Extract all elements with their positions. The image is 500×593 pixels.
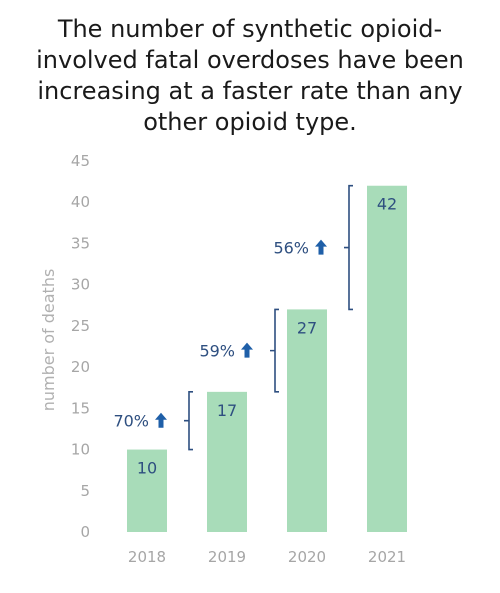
growth-percent-label: 70% <box>113 412 149 431</box>
data-label: 17 <box>217 401 237 420</box>
x-tick-label: 2020 <box>288 548 326 566</box>
data-label: 27 <box>297 318 317 337</box>
x-tick-label: 2018 <box>128 548 166 566</box>
bar <box>127 449 167 532</box>
y-tick-label: 0 <box>80 523 90 541</box>
y-tick-label: 25 <box>71 317 90 335</box>
y-tick-label: 45 <box>71 152 90 170</box>
bracket <box>270 308 279 393</box>
bar <box>287 309 327 532</box>
arrow-up-icon <box>155 412 167 428</box>
y-tick-label: 5 <box>80 482 90 500</box>
arrow-up-icon <box>241 342 253 358</box>
growth-annotation: 70% <box>113 391 193 451</box>
bars <box>127 185 407 532</box>
chart-title: The number of synthetic opioid- involved… <box>0 14 500 138</box>
data-labels: 10 17 27 42 <box>137 195 397 478</box>
y-tick-label: 30 <box>71 276 90 294</box>
y-tick-label: 15 <box>71 399 90 417</box>
growth-percent-label: 56% <box>273 239 309 258</box>
x-axis-ticks: 2018 2019 2020 2021 <box>128 548 406 566</box>
title-line: involved fatal overdoses have been <box>36 46 464 74</box>
growth-annotations: 70% 59% 56% <box>113 184 353 451</box>
y-tick-label: 20 <box>71 358 90 376</box>
y-axis-ticks: 0 5 10 15 20 25 30 35 40 45 <box>71 152 90 541</box>
title-line: The number of synthetic opioid- <box>57 15 443 43</box>
bracket <box>344 184 353 311</box>
bracket <box>184 391 193 451</box>
y-tick-label: 10 <box>71 441 90 459</box>
data-label: 10 <box>137 459 157 478</box>
y-tick-label: 35 <box>71 234 90 252</box>
arrow-up-icon <box>315 239 327 255</box>
data-label: 42 <box>377 195 397 214</box>
y-axis-label: number of deaths <box>39 269 58 412</box>
bar <box>367 185 407 532</box>
x-tick-label: 2019 <box>208 548 246 566</box>
title-line: other opioid type. <box>143 108 357 136</box>
title-line: increasing at a faster rate than any <box>37 77 463 105</box>
x-tick-label: 2021 <box>368 548 406 566</box>
bar <box>207 391 247 532</box>
growth-annotation: 59% <box>199 308 279 393</box>
growth-annotation: 56% <box>273 184 353 311</box>
growth-percent-label: 59% <box>199 342 235 361</box>
y-tick-label: 40 <box>71 193 90 211</box>
